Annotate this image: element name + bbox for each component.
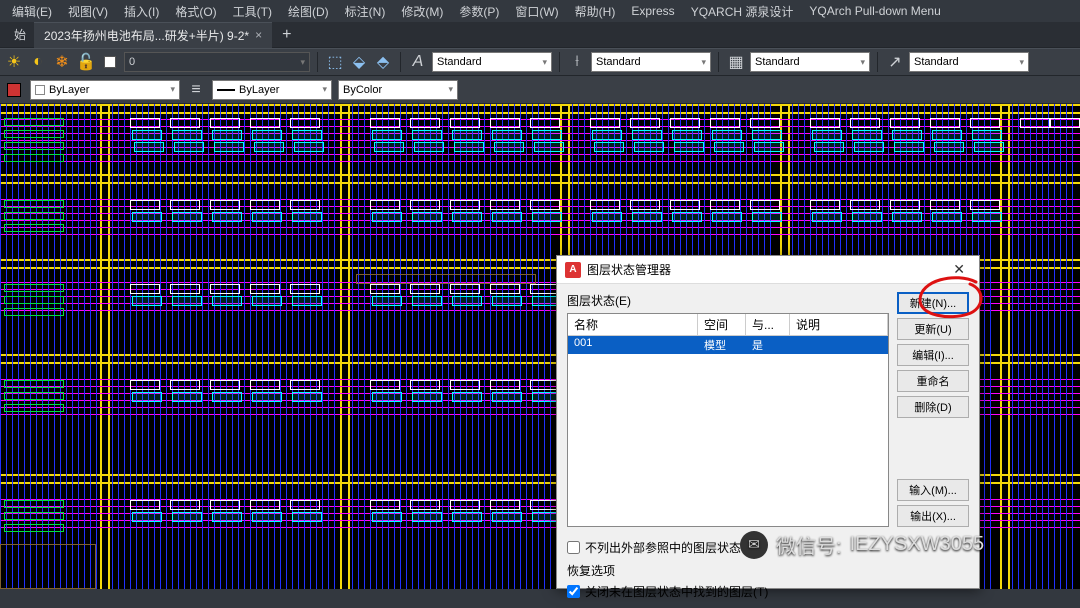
menu-insert[interactable]: 插入(I)	[116, 1, 167, 22]
layers1-icon[interactable]: ⬚	[325, 52, 345, 72]
menu-params[interactable]: 参数(P)	[451, 1, 507, 22]
tab-bar: 始 2023年扬州电池布局...研发+半片) 9-2* × +	[0, 22, 1080, 48]
list-header: 名称 空间 与... 说明	[568, 314, 888, 336]
col-desc[interactable]: 说明	[790, 314, 888, 335]
tablestyle-value: Standard	[755, 56, 800, 68]
textstyle-dropdown[interactable]: Standard ▾	[432, 52, 552, 72]
chevron-down-icon: ▾	[542, 57, 547, 68]
bulb-icon[interactable]: ◐	[28, 52, 48, 72]
separator	[718, 52, 719, 72]
app-a-icon: A	[565, 262, 581, 278]
turnoff-checkbox-row[interactable]: 关闭未在图层状态中找到的图层(T)	[567, 583, 969, 600]
sun-icon[interactable]: ☀	[4, 52, 24, 72]
freeze-icon[interactable]: ❄	[52, 52, 72, 72]
col-space[interactable]: 空间	[698, 314, 746, 335]
menu-format[interactable]: 格式(O)	[167, 1, 224, 22]
tab-start[interactable]: 始	[6, 22, 34, 47]
layers2-icon[interactable]: ⬙	[349, 52, 369, 72]
lock-icon[interactable]: 🔓	[76, 52, 96, 72]
color-dd-value: ByLayer	[49, 84, 89, 96]
cell-desc	[790, 336, 888, 354]
menu-bar: 编辑(E) 视图(V) 插入(I) 格式(O) 工具(T) 绘图(D) 标注(N…	[0, 0, 1080, 22]
dimstyle-dropdown[interactable]: Standard ▾	[591, 52, 711, 72]
separator	[317, 52, 318, 72]
separator	[400, 52, 401, 72]
new-button[interactable]: 新建(N)...	[897, 292, 969, 314]
tab-active[interactable]: 2023年扬州电池布局...研发+半片) 9-2* ×	[34, 22, 272, 48]
dialog-titlebar: A 图层状态管理器 ✕	[557, 256, 979, 284]
plotstyle-value: ByColor	[343, 84, 382, 96]
textstyle-a-icon[interactable]: A	[408, 52, 428, 72]
menu-yqarch-pd[interactable]: YQArch Pull-down Menu	[801, 2, 948, 20]
chevron-down-icon: ▾	[1019, 57, 1024, 68]
menu-view[interactable]: 视图(V)	[60, 1, 116, 22]
import-button[interactable]: 输入(M)...	[897, 479, 969, 501]
lineweight-dropdown[interactable]: ByLayer ▾	[212, 80, 332, 100]
menu-draw[interactable]: 绘图(D)	[280, 1, 337, 22]
menu-modify[interactable]: 修改(M)	[393, 1, 451, 22]
menu-yqarch[interactable]: YQARCH 源泉设计	[683, 1, 802, 22]
xref-checkbox-row[interactable]: 不列出外部参照中的图层状态(F)	[567, 539, 969, 556]
layer-dropdown-value: 0	[129, 56, 135, 68]
mleaderstyle-value: Standard	[914, 56, 959, 68]
col-name[interactable]: 名称	[568, 314, 698, 335]
cell-name: 001	[568, 336, 698, 354]
textstyle-value: Standard	[437, 56, 482, 68]
update-button[interactable]: 更新(U)	[897, 318, 969, 340]
edit-button[interactable]: 编辑(I)...	[897, 344, 969, 366]
plotstyle-dropdown[interactable]: ByColor ▾	[338, 80, 458, 100]
chevron-down-icon: ▾	[300, 57, 305, 68]
separator	[559, 52, 560, 72]
color-swatch-icon[interactable]	[4, 80, 24, 100]
close-icon[interactable]: ×	[255, 28, 262, 42]
turnoff-checkbox[interactable]	[567, 585, 580, 598]
menu-help[interactable]: 帮助(H)	[567, 1, 624, 22]
menu-window[interactable]: 窗口(W)	[507, 1, 566, 22]
cell-space: 模型	[698, 336, 746, 354]
chevron-down-icon: ▾	[322, 84, 327, 95]
tablestyle-icon[interactable]: ▦	[726, 52, 746, 72]
tablestyle-dropdown[interactable]: Standard ▾	[750, 52, 870, 72]
tab-active-label: 2023年扬州电池布局...研发+半片) 9-2*	[44, 27, 249, 44]
dialog-button-column: 新建(N)... 更新(U) 编辑(I)... 重命名 删除(D) 输入(M).…	[897, 292, 969, 527]
xref-checkbox-label: 不列出外部参照中的图层状态(F)	[585, 539, 756, 556]
menu-dim[interactable]: 标注(N)	[337, 1, 394, 22]
mleaderstyle-icon[interactable]: ↗	[885, 52, 905, 72]
list-row[interactable]: 001 模型 是	[568, 336, 888, 354]
layer-state-manager-dialog: A 图层状态管理器 ✕ 图层状态(E) 名称 空间 与... 说明 001 模型…	[556, 255, 980, 589]
turnoff-checkbox-label: 关闭未在图层状态中找到的图层(T)	[585, 583, 768, 600]
col-with[interactable]: 与...	[746, 314, 790, 335]
layer-dropdown[interactable]: 0 ▾	[124, 52, 310, 72]
tab-new-button[interactable]: +	[272, 26, 301, 44]
export-button[interactable]: 输出(X)...	[897, 505, 969, 527]
chevron-down-icon: ▾	[448, 84, 453, 95]
color-dropdown[interactable]: ByLayer ▾	[30, 80, 180, 100]
chevron-down-icon: ▾	[701, 57, 706, 68]
separator	[877, 52, 878, 72]
toolbar-2: ByLayer ▾ ≡ ByLayer ▾ ByColor ▾	[0, 76, 1080, 104]
mleaderstyle-dropdown[interactable]: Standard ▾	[909, 52, 1029, 72]
menu-express[interactable]: Express	[623, 2, 682, 20]
chevron-down-icon: ▾	[860, 57, 865, 68]
xref-checkbox[interactable]	[567, 541, 580, 554]
layer-states-label: 图层状态(E)	[567, 292, 889, 309]
chevron-down-icon: ▾	[170, 84, 175, 95]
restore-options-label: 恢复选项	[567, 562, 969, 579]
layer-states-list[interactable]: 名称 空间 与... 说明 001 模型 是	[567, 313, 889, 527]
cell-with: 是	[746, 336, 790, 354]
rename-button[interactable]: 重命名	[897, 370, 969, 392]
delete-button[interactable]: 删除(D)	[897, 396, 969, 418]
dimstyle-value: Standard	[596, 56, 641, 68]
lineweight-value: ByLayer	[239, 84, 279, 96]
lineweight-icon[interactable]: ≡	[186, 80, 206, 100]
menu-tools[interactable]: 工具(T)	[225, 1, 280, 22]
menu-edit[interactable]: 编辑(E)	[4, 1, 60, 22]
swatch-icon[interactable]	[100, 52, 120, 72]
toolbar-1: ☀ ◐ ❄ 🔓 0 ▾ ⬚ ⬙ ⬘ A Standard ▾ ⟊ Standard…	[0, 48, 1080, 76]
close-icon[interactable]: ✕	[947, 259, 971, 280]
dialog-title: 图层状态管理器	[587, 261, 671, 278]
layers3-icon[interactable]: ⬘	[373, 52, 393, 72]
dimstyle-icon[interactable]: ⟊	[567, 52, 587, 72]
